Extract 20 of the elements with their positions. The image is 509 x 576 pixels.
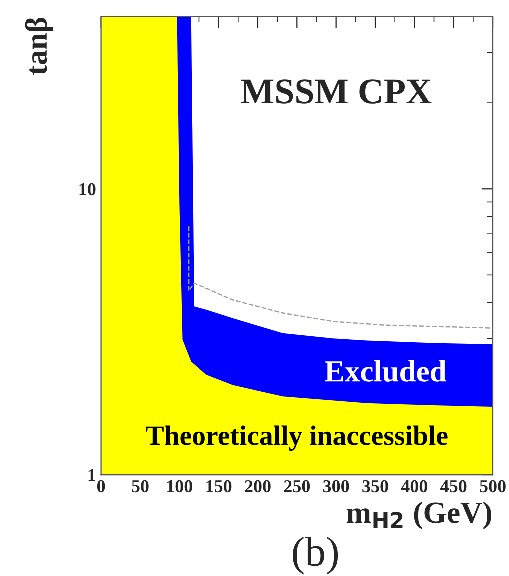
x-tick-label: 100 [168,480,192,493]
x-axis-title: m$_{H2}$ (GeV) [346,502,492,530]
x-tick-label: 350 [362,480,388,493]
x-tick-label: 250 [284,480,310,493]
series-label: Theoretically inaccessible [146,426,448,452]
x-tick-label: 450 [440,480,467,493]
x-tick-label: 400 [401,480,428,493]
x-tick-label: 50 [132,480,149,493]
y-axis-title: tanβ [25,18,54,76]
text: (b) [293,536,338,575]
x-tick-label: 200 [245,480,271,493]
line-series [188,226,494,329]
series-label: Excluded [325,360,446,382]
y-tick-label: 10 [80,183,96,196]
x-tick-label: 500 [480,480,506,493]
annotation: MSSM CPX [241,80,432,104]
x-tick-label: 150 [206,480,232,493]
x-tick-label: 300 [323,480,350,493]
x-tick-label: 0 [97,480,106,493]
y-tick-label: 1 [88,469,96,482]
